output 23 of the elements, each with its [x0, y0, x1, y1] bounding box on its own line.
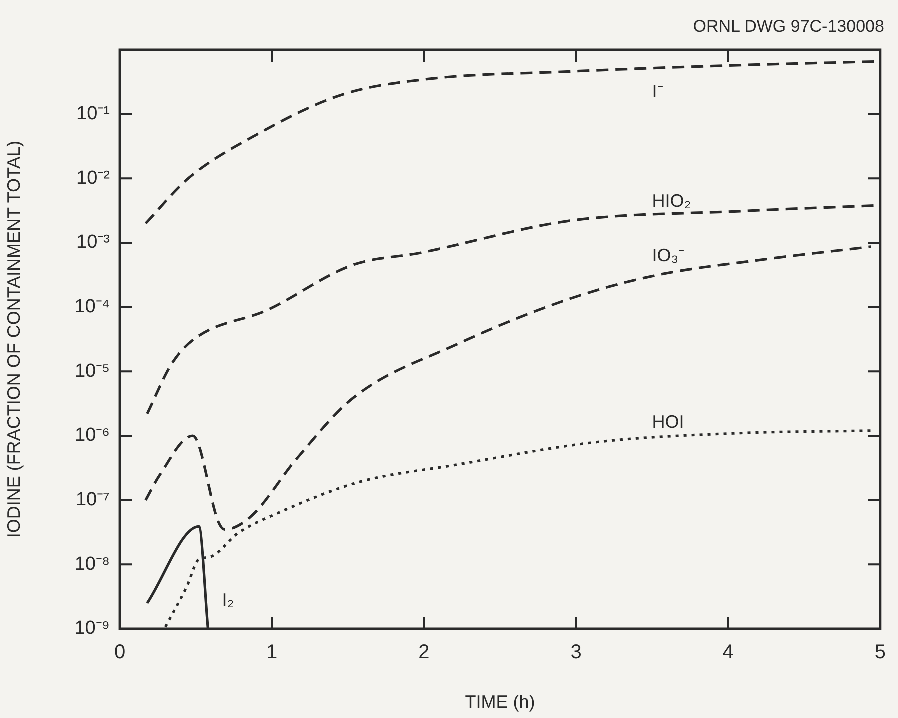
series-label: I₂ — [222, 590, 234, 610]
x-tick-label: 3 — [570, 642, 582, 664]
x-tick-label: 0 — [114, 642, 126, 664]
y-tick-label: 10⁻⁷ — [76, 490, 110, 511]
y-tick-label: 10⁻² — [76, 168, 110, 189]
series-label: IO₃⁻ — [652, 246, 685, 266]
y-tick-label: 10⁻⁵ — [74, 360, 110, 382]
y-tick-label: 10⁻¹ — [76, 104, 110, 125]
series-label: HIO₂ — [652, 190, 692, 211]
series-label: HOI — [652, 412, 684, 432]
x-tick-label: 4 — [722, 642, 734, 664]
text: ORNL DWG 97C-130008 — [693, 17, 884, 36]
y-axis-title: IODINE (FRACTION OF CONTAINMENT TOTAL) — [4, 140, 24, 538]
y-tick-label: 10⁻³ — [76, 232, 110, 254]
x-axis-title: TIME (h) — [465, 692, 536, 712]
y-tick-label: 10⁻⁸ — [74, 554, 110, 575]
x-tick-label: 2 — [418, 642, 430, 664]
series-label: I⁻ — [652, 82, 664, 102]
y-tick-label: 10⁻⁶ — [75, 425, 110, 446]
y-tick-label: 10⁻⁴ — [74, 296, 110, 318]
y-tick-label: 10⁻⁹ — [74, 618, 110, 640]
x-tick-label: 1 — [266, 642, 278, 664]
x-tick-label: 5 — [874, 642, 886, 664]
